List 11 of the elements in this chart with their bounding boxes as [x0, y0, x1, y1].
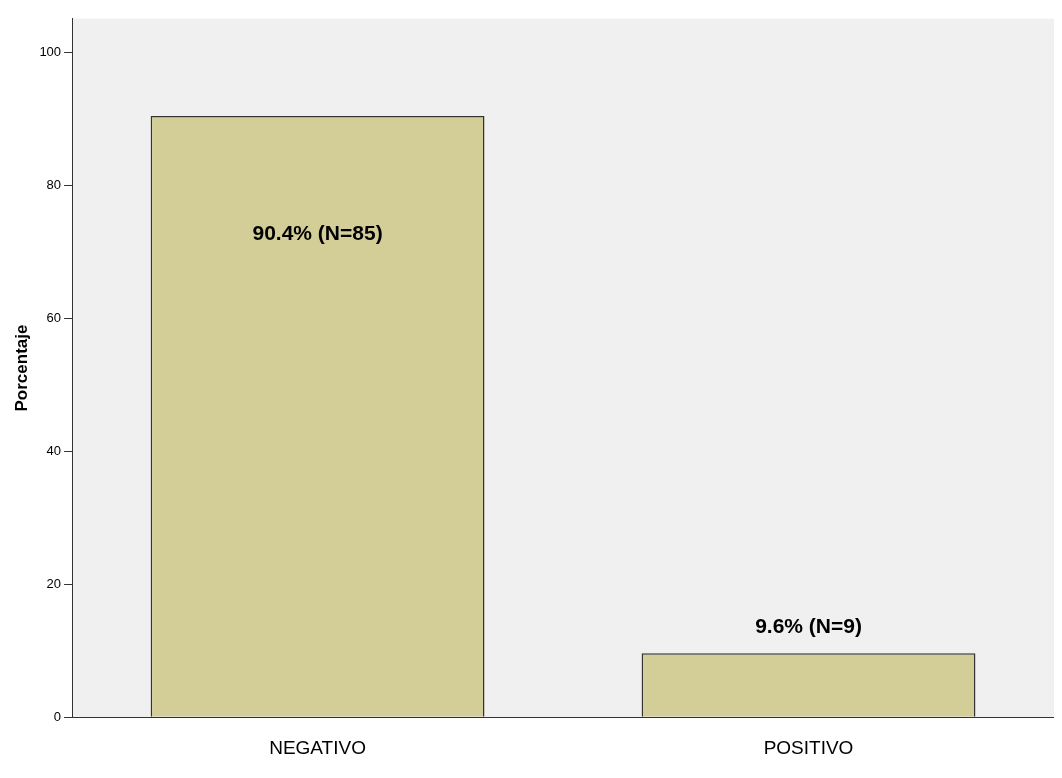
y-tick-label: 100 — [39, 43, 62, 59]
y-tick-label: 80 — [46, 176, 62, 192]
y-tick-label: 20 — [46, 575, 62, 591]
data-label: 90.4% (N=85) — [252, 220, 383, 244]
x-tick-label: POSITIVO — [763, 736, 854, 758]
y-tick-label: 0 — [53, 708, 62, 724]
y-tick-label: 40 — [46, 442, 62, 458]
data-label: 9.6% (N=9) — [755, 614, 862, 638]
y-tick-label: 60 — [46, 309, 62, 325]
y-axis-title: Porcentaje — [11, 324, 31, 412]
x-tick-label: NEGATIVO — [269, 736, 366, 758]
